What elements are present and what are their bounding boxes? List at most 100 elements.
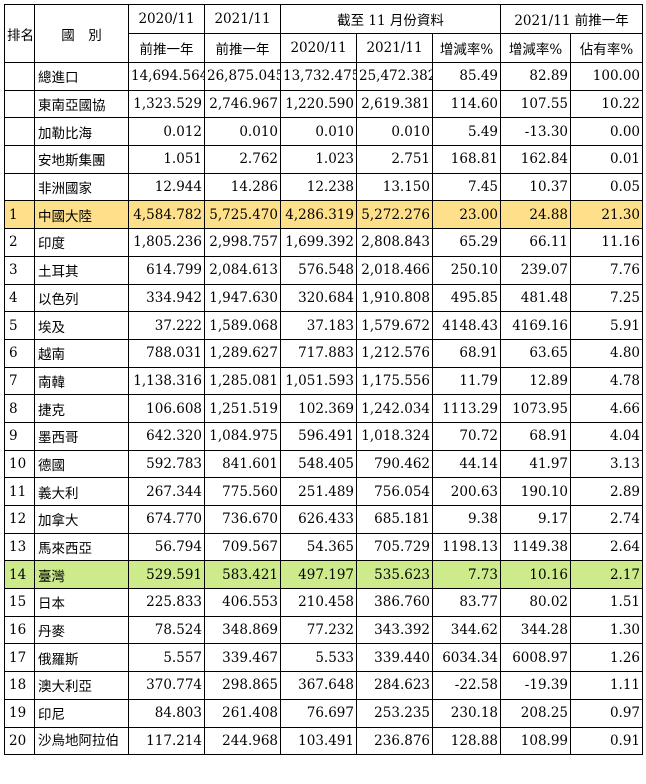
ytd-2020-cell: 76.697 [280, 698, 357, 728]
country-name-cell: 丹麥 [34, 615, 129, 645]
country-name-cell: 印度 [34, 228, 129, 257]
table-row: 東南亞國協 1,323.529 2,746.967 1,220.590 2,619.38… [4, 89, 644, 119]
trailing-growth-cell: 10.16 [500, 560, 572, 590]
ytd-2021-cell: 284.623 [356, 671, 433, 700]
country-name-cell: 非洲國家 [34, 172, 129, 202]
rank-cell: 6 [4, 338, 35, 368]
trailing-growth-cell: 66.11 [500, 228, 572, 257]
rank-cell: 20 [4, 726, 35, 756]
header-trail-share: 佔有率% [570, 33, 644, 63]
ytd-2020-cell: 102.369 [280, 394, 357, 423]
trailing-share-cell: 0.01 [570, 145, 644, 174]
trailing-2020-cell: 614.799 [128, 255, 205, 285]
ytd-2021-cell: 1,579.672 [356, 311, 433, 340]
trailing-2021-cell: 5,725.470 [204, 200, 281, 230]
trailing-2020-cell: 1,323.529 [128, 89, 205, 119]
trailing-2020-cell: 84.803 [128, 698, 205, 728]
ytd-2021-cell: 13.150 [356, 172, 433, 202]
import-statistics-table: 排名 國 別 2020/11 2021/11 截至 11 月份資料 2021/1… [4, 4, 644, 756]
rank-cell: 10 [4, 449, 35, 479]
trailing-2020-cell: 1,138.316 [128, 366, 205, 396]
ytd-growth-cell: 65.29 [431, 228, 502, 257]
table-row: 10 德國 592.783 841.601 548.405 790.462 44.14 41.… [4, 449, 644, 479]
country-name-cell: 德國 [34, 449, 129, 479]
ytd-2021-cell: 1,910.808 [356, 283, 433, 313]
trailing-growth-cell: 10.37 [500, 172, 572, 202]
ytd-growth-cell: 11.79 [431, 366, 502, 396]
header-2021-top: 2021/11 [204, 4, 281, 34]
country-name-cell: 加勒比海 [34, 117, 129, 147]
ytd-growth-cell: 9.38 [431, 505, 502, 534]
ytd-2020-cell: 4,286.319 [280, 200, 357, 230]
country-name-cell: 墨西哥 [34, 421, 129, 451]
rank-cell: 13 [4, 532, 35, 562]
table-row: 8 捷克 106.608 1,251.519 102.369 1,242.034 1113.… [4, 394, 644, 423]
ytd-2021-cell: 535.623 [356, 560, 433, 590]
trailing-growth-cell: 24.88 [500, 200, 572, 230]
trailing-2021-cell: 736.670 [204, 505, 281, 534]
trailing-2020-cell: 1.051 [128, 145, 205, 174]
trailing-growth-cell: 1073.95 [500, 394, 572, 423]
trailing-2021-cell: 2,998.757 [204, 228, 281, 257]
table-row: 總進口 14,694.564 26,875.045 13,732.475 25,472.… [4, 62, 644, 91]
ytd-growth-cell: 70.72 [431, 421, 502, 451]
trailing-growth-cell: 80.02 [500, 588, 572, 617]
trailing-share-cell: 0.97 [570, 698, 644, 728]
ytd-growth-cell: 1113.29 [431, 394, 502, 423]
ytd-growth-cell: 495.85 [431, 283, 502, 313]
header-country: 國 別 [34, 4, 129, 63]
trailing-2020-cell: 12.944 [128, 172, 205, 202]
rank-cell [4, 62, 35, 91]
rank-cell: 14 [4, 560, 35, 590]
table-row: 14 臺灣 529.591 583.421 497.197 535.623 7.73 10.1… [4, 560, 644, 590]
trailing-growth-cell: 4169.16 [500, 311, 572, 340]
trailing-share-cell: 1.30 [570, 615, 644, 645]
trailing-share-cell: 4.04 [570, 421, 644, 451]
ytd-2020-cell: 251.489 [280, 477, 357, 506]
header-group-ytd: 截至 11 月份資料 [279, 4, 502, 34]
ytd-2021-cell: 0.010 [356, 117, 433, 147]
trailing-2020-cell: 267.344 [128, 477, 205, 506]
ytd-2020-cell: 210.458 [280, 588, 357, 617]
ytd-2021-cell: 1,242.034 [356, 394, 433, 423]
ytd-2020-cell: 497.197 [280, 560, 357, 590]
country-name-cell: 澳大利亞 [34, 671, 129, 700]
ytd-2020-cell: 12.238 [280, 172, 357, 202]
trailing-growth-cell: 190.10 [500, 477, 572, 506]
rank-cell: 4 [4, 283, 35, 313]
table-header: 排名 國 別 2020/11 2021/11 截至 11 月份資料 2021/1… [4, 4, 644, 63]
ytd-2021-cell: 705.729 [356, 532, 433, 562]
trailing-2020-cell: 5.557 [128, 643, 205, 673]
country-name-cell: 越南 [34, 338, 129, 368]
header-2021-bottom: 前推一年 [204, 33, 281, 63]
country-name-cell: 中國大陸 [34, 200, 129, 230]
table-row: 17 俄羅斯 5.557 339.467 5.533 339.440 6034.34 6008… [4, 643, 644, 673]
ytd-growth-cell: 344.62 [431, 615, 502, 645]
trailing-share-cell: 2.74 [570, 505, 644, 534]
rank-cell: 3 [4, 255, 35, 285]
trailing-share-cell: 0.05 [570, 172, 644, 202]
trailing-2020-cell: 370.774 [128, 671, 205, 700]
country-name-cell: 臺灣 [34, 560, 129, 590]
trailing-2021-cell: 1,251.519 [204, 394, 281, 423]
country-name-cell: 總進口 [34, 62, 129, 91]
trailing-2020-cell: 592.783 [128, 449, 205, 479]
rank-cell [4, 145, 35, 174]
table-row: 13 馬來西亞 56.794 709.567 54.365 705.729 1198.13 1… [4, 532, 644, 562]
country-name-cell: 沙烏地阿拉伯 [34, 726, 129, 756]
ytd-2020-cell: 626.433 [280, 505, 357, 534]
country-name-cell: 東南亞國協 [34, 89, 129, 119]
table-row: 18 澳大利亞 370.774 298.865 367.648 284.623 -22.58… [4, 671, 644, 700]
trailing-share-cell: 2.64 [570, 532, 644, 562]
table-row: 11 義大利 267.344 775.560 251.489 756.054 200.63 1… [4, 477, 644, 506]
header-2020-top: 2020/11 [128, 4, 205, 34]
trailing-2020-cell: 1,805.236 [128, 228, 205, 257]
rank-cell: 17 [4, 643, 35, 673]
ytd-growth-cell: 114.60 [431, 89, 502, 119]
table-row: 20 沙烏地阿拉伯 117.214 244.968 103.491 236.876 128.… [4, 726, 644, 756]
country-name-cell: 義大利 [34, 477, 129, 506]
table-row: 4 以色列 334.942 1,947.630 320.684 1,910.808 495.… [4, 283, 644, 313]
ytd-2020-cell: 0.010 [280, 117, 357, 147]
ytd-growth-cell: 7.45 [431, 172, 502, 202]
ytd-2021-cell: 25,472.382 [356, 62, 433, 91]
